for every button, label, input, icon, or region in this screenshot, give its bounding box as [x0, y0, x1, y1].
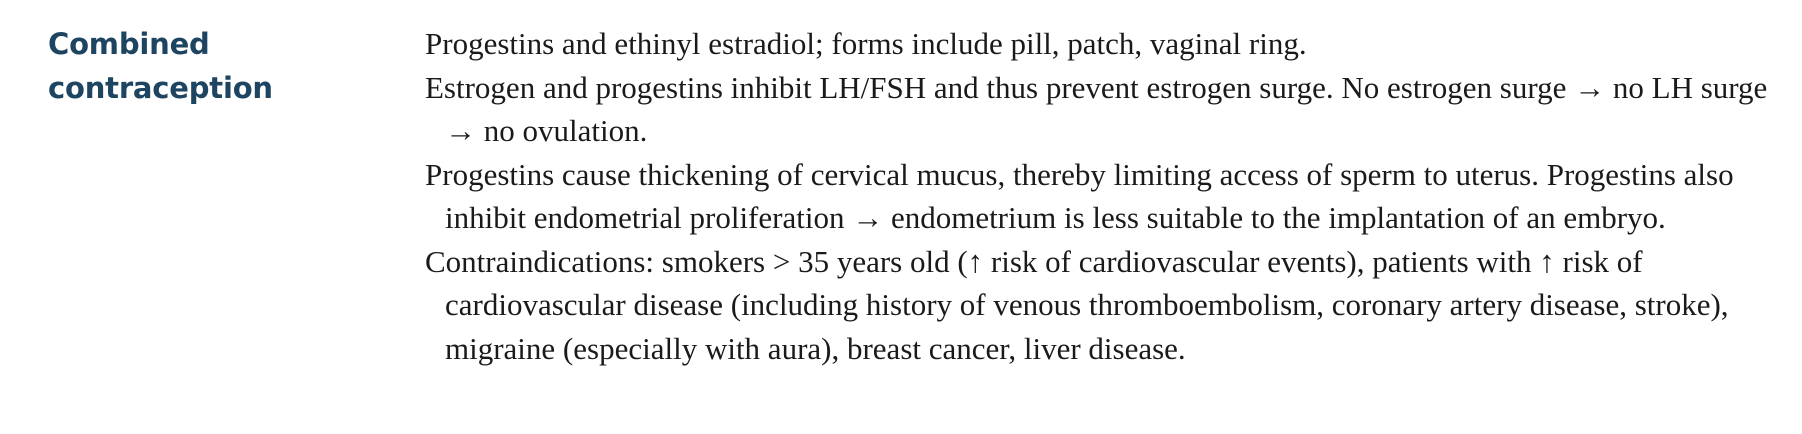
section-heading-line-2: contraception [48, 71, 273, 105]
section-body: Progestins and ethinyl estradiol; forms … [425, 22, 1775, 370]
section-heading: Combined contraception [48, 22, 388, 110]
section-heading-line-1: Combined [48, 27, 210, 61]
paragraph-forms: Progestins and ethinyl estradiol; forms … [425, 26, 1307, 61]
paragraph-mechanism: Estrogen and progestins inhibit LH/FSH a… [425, 69, 1768, 149]
paragraph-contraindications: Contraindications: smokers > 35 years ol… [425, 243, 1729, 366]
paragraph-progestin-effects: Progestins cause thickening of cervical … [425, 156, 1734, 236]
